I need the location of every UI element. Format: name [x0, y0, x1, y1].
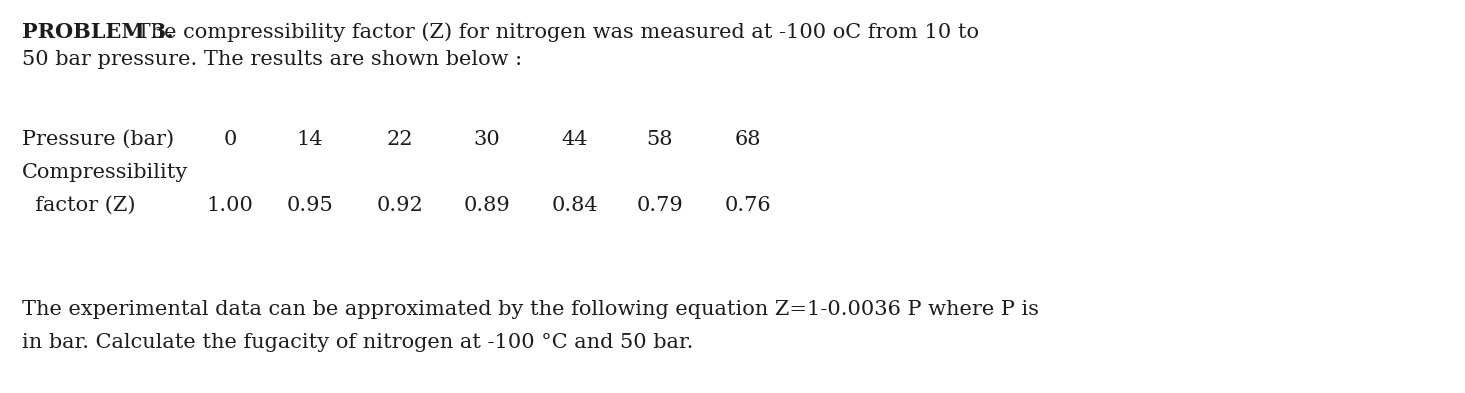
Text: 22: 22: [387, 130, 413, 149]
Text: 0.79: 0.79: [637, 196, 683, 215]
Text: Pressure (bar): Pressure (bar): [22, 130, 174, 149]
Text: 0.89: 0.89: [463, 196, 510, 215]
Text: The experimental data can be approximated by the following equation Z=1-0.0036 P: The experimental data can be approximate…: [22, 300, 1039, 319]
Text: 14: 14: [297, 130, 324, 149]
Text: 0.95: 0.95: [287, 196, 334, 215]
Text: factor (Z): factor (Z): [22, 196, 135, 215]
Text: 0.76: 0.76: [725, 196, 771, 215]
Text: 50 bar pressure. The results are shown below :: 50 bar pressure. The results are shown b…: [22, 50, 522, 69]
Text: 58: 58: [646, 130, 674, 149]
Text: The compressibility factor (Z) for nitrogen was measured at -100 oC from 10 to: The compressibility factor (Z) for nitro…: [130, 22, 979, 42]
Text: 1.00: 1.00: [207, 196, 253, 215]
Text: PROBLEM 3.: PROBLEM 3.: [22, 22, 174, 42]
Text: 44: 44: [561, 130, 589, 149]
Text: Compressibility: Compressibility: [22, 163, 189, 182]
Text: 68: 68: [735, 130, 762, 149]
Text: in bar. Calculate the fugacity of nitrogen at -100 °C and 50 bar.: in bar. Calculate the fugacity of nitrog…: [22, 333, 693, 352]
Text: 0: 0: [223, 130, 237, 149]
Text: 0.84: 0.84: [552, 196, 598, 215]
Text: 30: 30: [473, 130, 501, 149]
Text: 0.92: 0.92: [377, 196, 423, 215]
